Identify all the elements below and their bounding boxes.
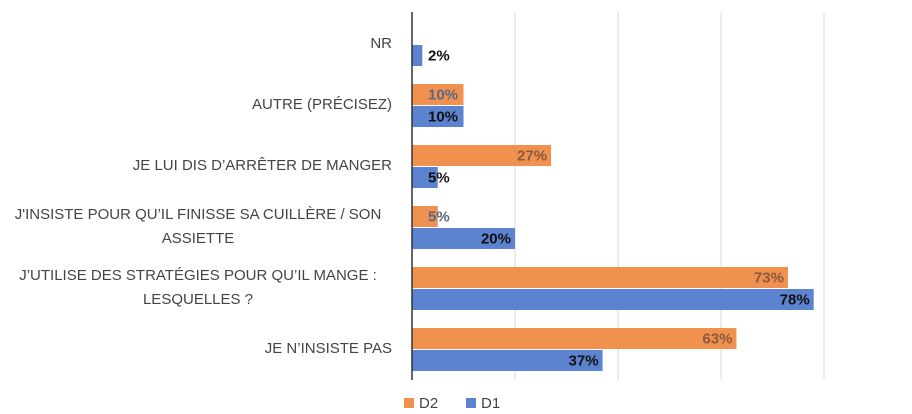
data-label: 10% — [428, 86, 458, 103]
bar — [412, 228, 515, 249]
data-label: 78% — [780, 291, 810, 308]
data-label: 10% — [428, 108, 458, 125]
category-label: NR — [4, 32, 392, 56]
data-label: 37% — [569, 352, 599, 369]
legend-label: D2 — [419, 395, 438, 412]
category-label: J’UTILISE DES STRATÉGIES POUR QU’IL MANG… — [4, 264, 392, 312]
category-label: AUTRE (PRÉCISEZ) — [4, 93, 392, 117]
data-label: 5% — [428, 208, 450, 225]
data-label: 2% — [428, 47, 450, 64]
bar — [412, 106, 464, 127]
bar — [412, 206, 438, 227]
category-text: NR — [370, 35, 392, 52]
category-label: JE N’INSISTE PAS — [4, 337, 392, 361]
category-label: J'INSISTE POUR QU’IL FINISSE SA CUILLÈRE… — [4, 203, 392, 251]
legend-swatch — [404, 398, 414, 408]
bar — [412, 145, 552, 166]
category-text: J’UTILISE DES STRATÉGIES POUR QU’IL MANG… — [19, 267, 377, 308]
category-text: JE N’INSISTE PAS — [264, 340, 392, 357]
data-label: 63% — [702, 330, 732, 347]
bar — [412, 289, 814, 310]
data-label: 27% — [517, 147, 547, 164]
category-text: J'INSISTE POUR QU’IL FINISSE SA CUILLÈRE… — [14, 206, 382, 247]
legend-swatch — [466, 398, 476, 408]
legend-label: D1 — [481, 395, 500, 412]
data-label: 5% — [428, 169, 450, 186]
bar — [412, 328, 737, 349]
category-text: AUTRE (PRÉCISEZ) — [251, 96, 392, 113]
category-text: JE LUI DIS D’ARRÊTER DE MANGER — [132, 157, 392, 174]
bar — [412, 267, 788, 288]
data-label: 20% — [481, 230, 511, 247]
category-label: JE LUI DIS D’ARRÊTER DE MANGER — [4, 154, 392, 178]
bar — [412, 84, 464, 105]
bar — [412, 45, 423, 66]
data-label: 73% — [754, 269, 784, 286]
bar — [412, 350, 603, 371]
bar — [412, 167, 438, 188]
